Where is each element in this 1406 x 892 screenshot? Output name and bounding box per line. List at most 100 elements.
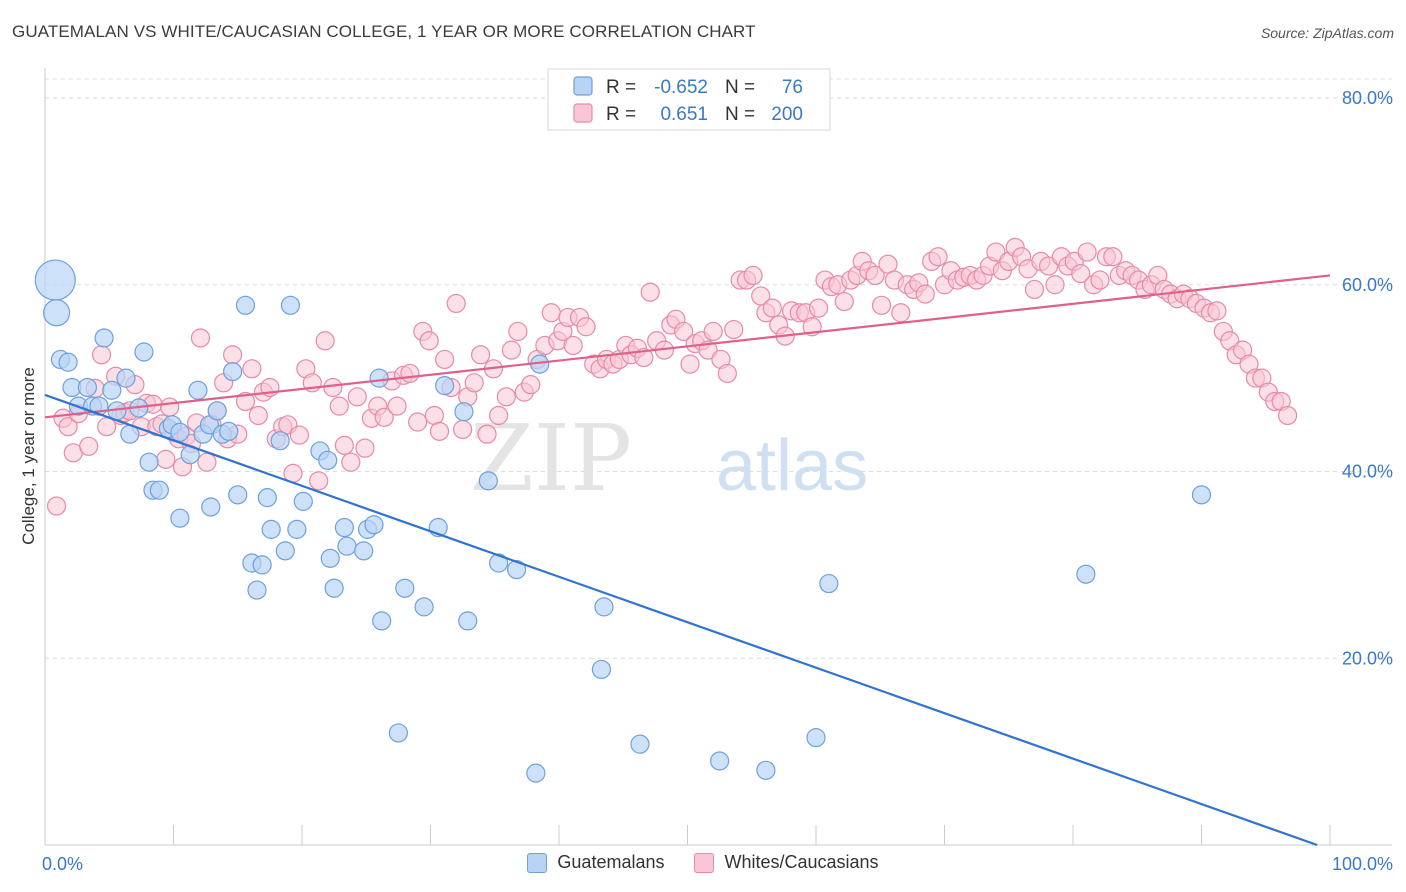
whites-caucasians-point — [429, 421, 450, 441]
whites-caucasians-point — [289, 425, 310, 445]
whites-caucasians-point — [408, 412, 428, 432]
whites-caucasians-point — [703, 321, 723, 342]
whites-caucasians-point — [341, 452, 361, 472]
legend-swatch — [573, 103, 593, 123]
whites-caucasians-point — [235, 391, 256, 412]
guatemalans-point — [414, 597, 434, 617]
legend-r-value: -0.652 — [654, 77, 708, 98]
whites-caucasians-point — [563, 335, 583, 356]
y-axis-label: College, 1 year or more — [19, 367, 38, 545]
whites-caucasians-point — [323, 377, 343, 398]
guatemalans-point — [149, 480, 169, 500]
guatemalans-point — [188, 380, 208, 400]
legend-r-label: R = — [606, 104, 636, 125]
legend-box — [547, 68, 831, 131]
guatemalans-point — [219, 421, 239, 441]
whites-caucasians-point — [915, 284, 935, 304]
whites-caucasians-point — [446, 293, 466, 314]
whites-caucasians-point — [435, 349, 455, 370]
guatemalans-point — [58, 352, 78, 372]
guatemalans-point — [318, 450, 338, 470]
guatemalans-point — [116, 368, 136, 388]
guatemalans-point — [287, 519, 307, 539]
guatemalans-point — [364, 515, 384, 535]
guatemalans-points — [34, 259, 1212, 783]
guatemalans-point — [454, 402, 474, 422]
y-tick-label: 20.0% — [1342, 648, 1393, 668]
whites-caucasians-point — [453, 419, 473, 440]
guatemalans-point — [594, 597, 614, 617]
whites-caucasians-point — [541, 303, 561, 323]
guatemalans-point — [320, 548, 340, 568]
legend-r-label: R = — [606, 77, 636, 98]
whites-caucasians-point — [680, 354, 700, 374]
whites-caucasians-point — [400, 363, 420, 384]
whites-caucasians-point — [1038, 256, 1059, 276]
guatemalans-point — [94, 328, 114, 348]
whites-caucasians-point — [1045, 275, 1065, 295]
legend-r-value: 0.651 — [660, 104, 708, 125]
whites-caucasians-point — [355, 438, 375, 458]
guatemalans-point — [77, 377, 98, 398]
whites-caucasians-point — [834, 291, 854, 312]
guatemalans-point — [252, 555, 272, 575]
whites-caucasians-point — [724, 319, 744, 340]
whites-caucasians-point — [496, 387, 516, 407]
legend-label-guatemalans: Guatemalans — [557, 852, 665, 872]
whites-caucasians-point — [1024, 279, 1045, 300]
whites-caucasians-point — [1077, 242, 1097, 262]
guatemalans-point — [489, 553, 509, 573]
whites-caucasians-point — [674, 321, 694, 342]
guatemalans-point — [102, 380, 122, 400]
whites-caucasians-point — [1071, 263, 1091, 284]
guatemalans-point — [134, 342, 154, 362]
whites-caucasians-point — [223, 345, 243, 365]
y-tick-label: 60.0% — [1342, 275, 1393, 295]
guatemalans-point — [354, 541, 374, 561]
y-tick-label: 40.0% — [1342, 462, 1393, 482]
guatemalans-point — [293, 491, 313, 511]
whites-caucasians-point — [1090, 270, 1110, 290]
guatemalans-point — [275, 541, 295, 561]
correlation-legend: R = -0.652 N = 76 R = 0.651 N = 200 — [547, 68, 831, 131]
whites-caucasians-point — [508, 321, 528, 342]
axes: 0.0% 100.0% — [42, 68, 1393, 874]
guatemalans-point — [458, 611, 478, 631]
whites-caucasians-point — [762, 298, 782, 318]
guatemalans-point — [369, 368, 389, 388]
guatemalans-point — [819, 573, 839, 594]
legend-n-value: 200 — [771, 104, 803, 125]
whites-caucasians-point — [986, 242, 1006, 262]
watermark: ZIP atlas — [470, 405, 868, 512]
whites-caucasians-point — [374, 407, 394, 427]
whites-caucasians-point — [309, 471, 329, 491]
whites-swatch — [694, 852, 715, 873]
whites-caucasians-point — [717, 363, 737, 384]
guatemalans-point — [388, 723, 408, 743]
whites-caucasians-point — [871, 295, 892, 315]
whites-caucasians-point — [1103, 247, 1123, 267]
guatemalans-point — [372, 611, 392, 631]
guatemalans-point — [334, 517, 355, 538]
whites-caucasians-point — [489, 405, 509, 426]
whites-caucasians-point — [865, 265, 885, 286]
whites-caucasians-point — [477, 424, 497, 444]
guatemalans-point — [34, 259, 76, 301]
whites-caucasians-point — [471, 345, 491, 365]
whites-caucasians-point — [190, 328, 211, 348]
whites-caucasians-point — [91, 345, 112, 365]
guatemalans-point — [395, 578, 415, 598]
whites-caucasians-point — [501, 340, 522, 360]
chart-title: GUATEMALAN VS WHITE/CAUCASIAN COLLEGE, 1… — [12, 22, 756, 41]
guatemalans-point — [170, 508, 190, 528]
x-tick-label: 100.0% — [1332, 854, 1393, 874]
guatemalans-point — [710, 751, 730, 771]
guatemalans-point — [1191, 485, 1212, 505]
watermark-atlas: atlas — [716, 426, 868, 506]
x-tick-label: 0.0% — [42, 854, 83, 874]
guatemalans-point — [270, 431, 290, 451]
whites-caucasians-point — [1277, 405, 1298, 426]
whites-caucasians-point — [424, 405, 444, 426]
guatemalans-point — [261, 519, 281, 539]
